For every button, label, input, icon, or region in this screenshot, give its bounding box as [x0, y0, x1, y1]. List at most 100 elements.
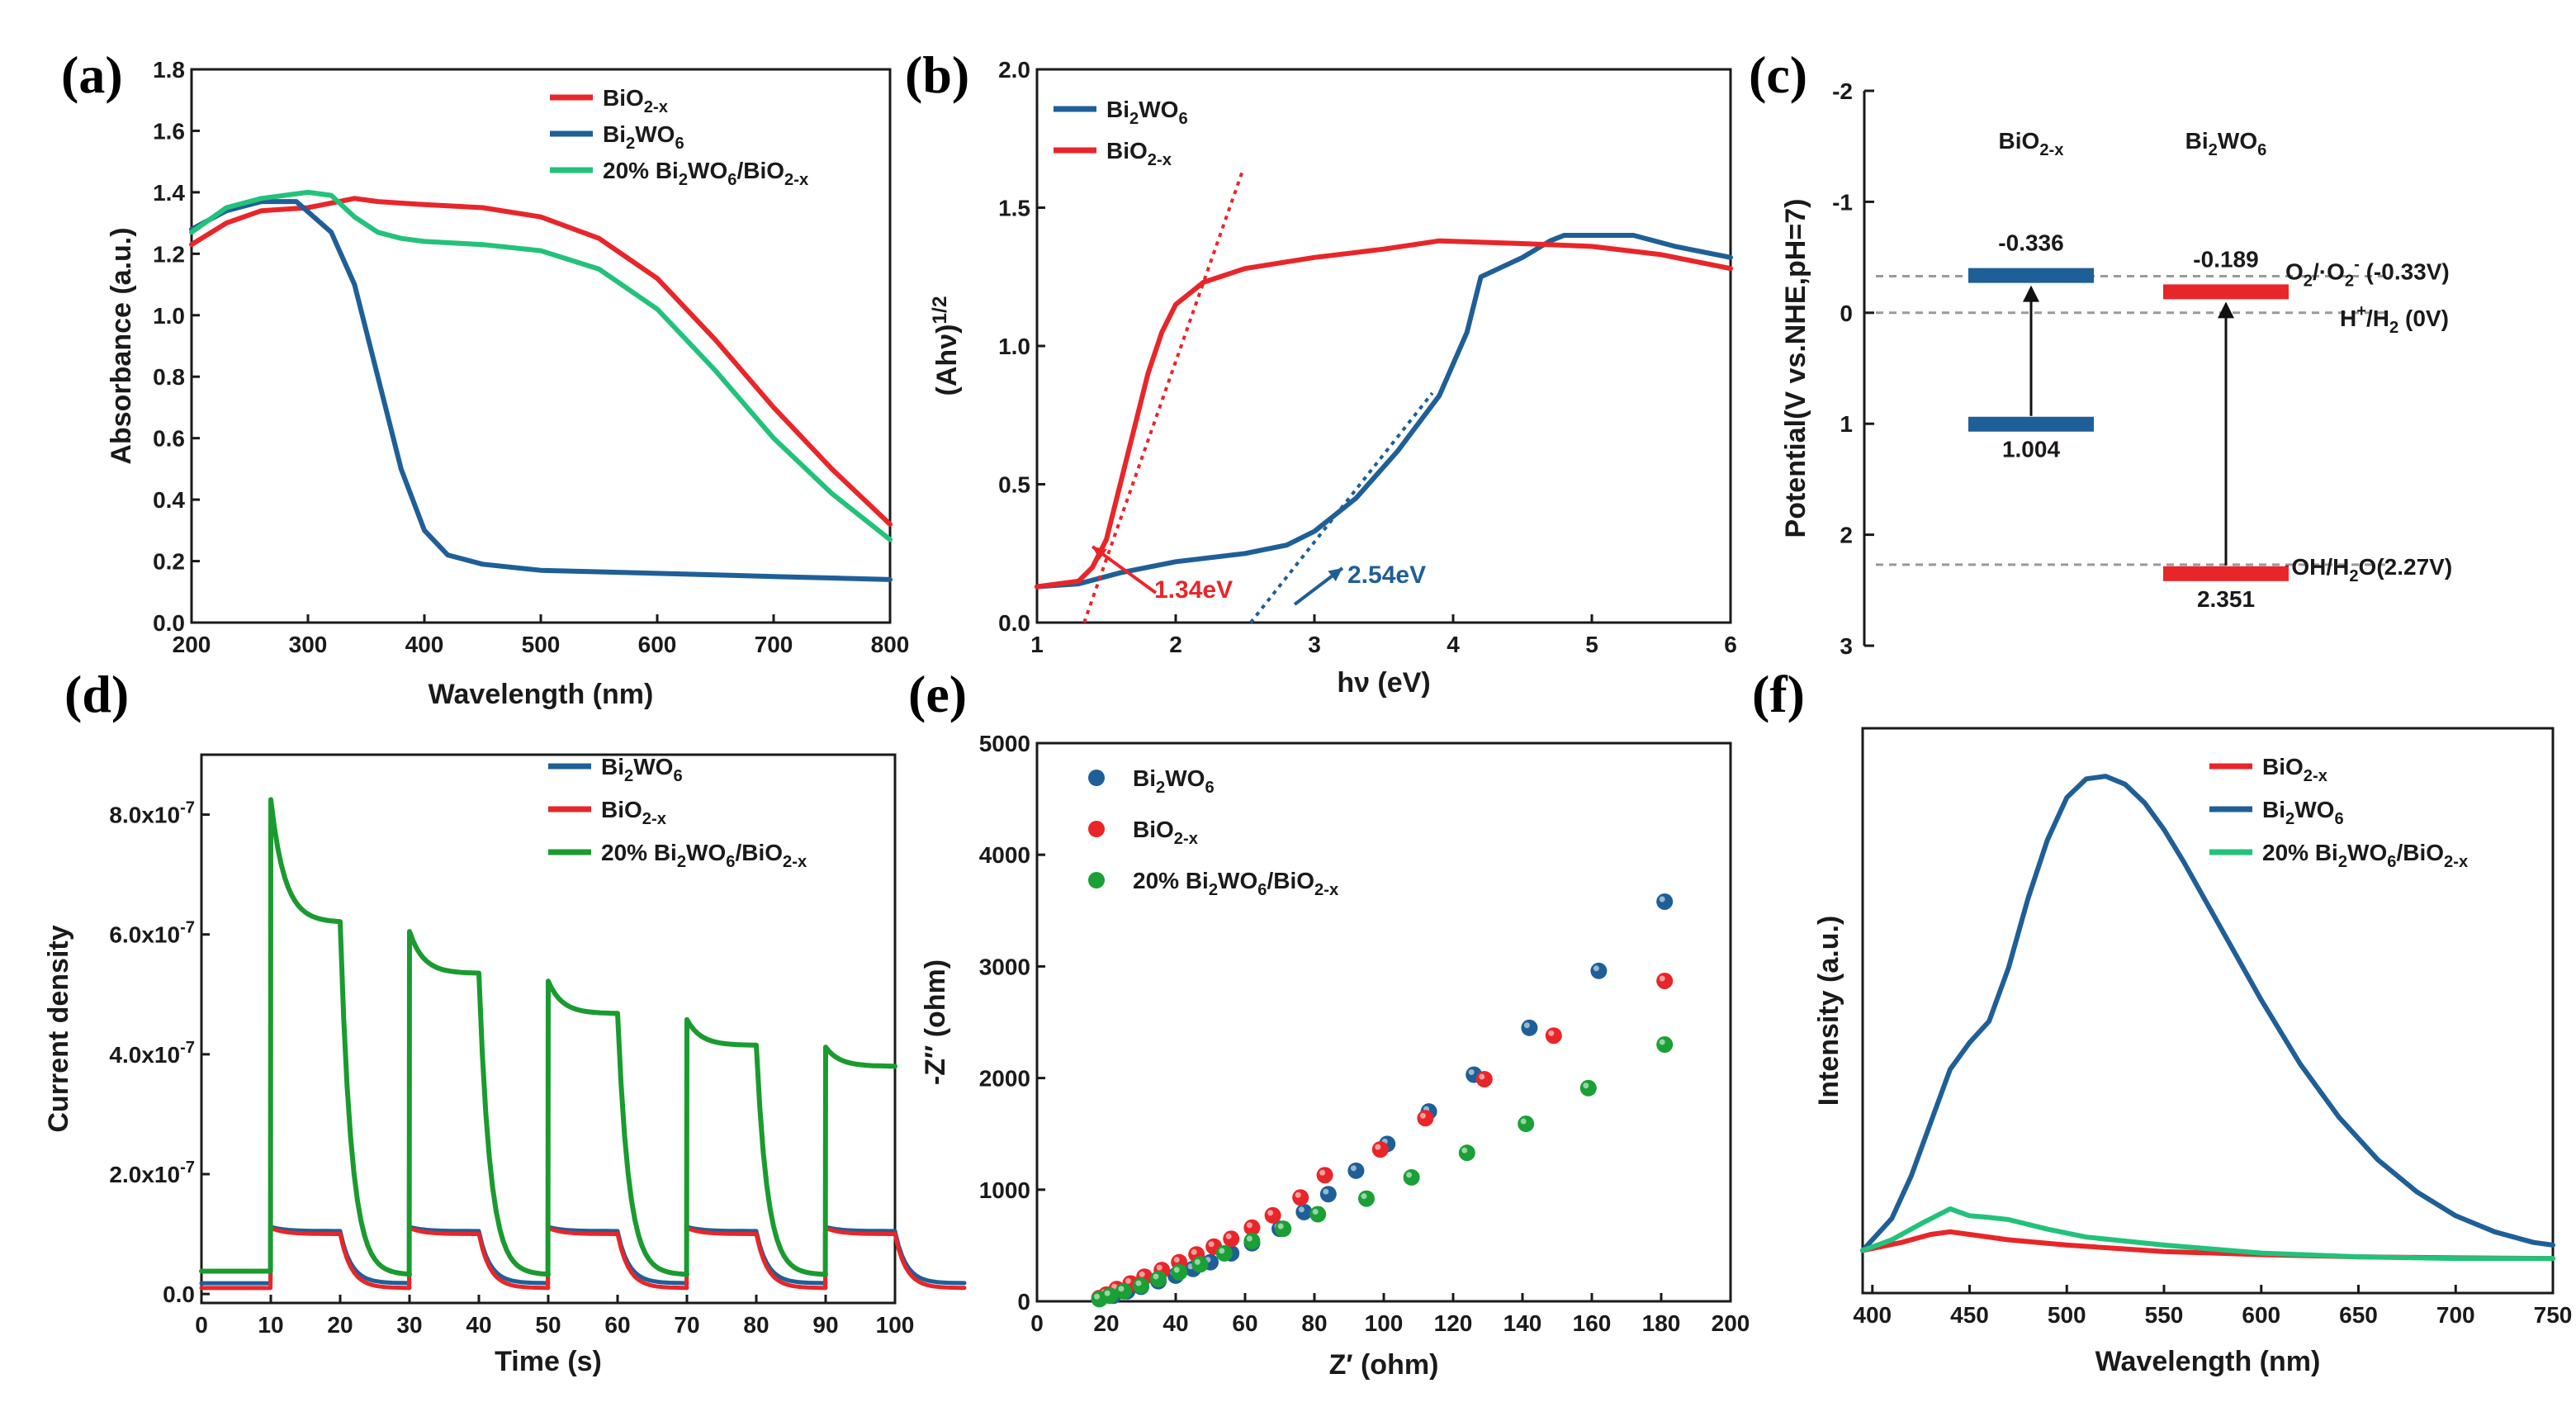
data-point-20% Bi2WO6/BiO2-x [1191, 1256, 1209, 1273]
y-axis-label-b: (Ahν)1/2 [929, 296, 963, 396]
y-tick-label-d: 2.0x10-7 [109, 1158, 195, 1187]
data-point-highlight [1520, 1118, 1527, 1125]
y-tick-label-a: 1.2 [153, 241, 185, 267]
annotation-bandgap-bio2x: 1.34eV [1154, 576, 1233, 604]
legend-label-d: BiO2-x [601, 797, 667, 828]
y-tick-label-c: 3 [1840, 633, 1853, 659]
data-point-highlight [1173, 1267, 1180, 1273]
cb-value-label: -0.336 [1998, 230, 2063, 256]
x-tick-label-f: 500 [2048, 1302, 2086, 1328]
x-tick-label-d: 50 [535, 1312, 561, 1338]
y-tick-label-e: 1000 [979, 1177, 1030, 1203]
data-point-Bi2WO6 [1347, 1162, 1365, 1179]
y-tick-label-a: 0.6 [153, 426, 185, 452]
data-point-highlight [1361, 1193, 1367, 1200]
y-tick-label-c: 2 [1840, 523, 1853, 548]
panel-label-a: (a) [61, 45, 123, 104]
x-tick-label-f: 700 [2436, 1302, 2475, 1328]
data-point-20% Bi2WO6/BiO2-x [1309, 1206, 1327, 1223]
y-axis-label-e: -Z″ (ohm) [920, 959, 951, 1085]
x-tick-label-a: 800 [871, 632, 910, 657]
panel-b: 1 2 3 4 5 6 0.0 0.5 1.0 1.5 2.0 1.34eV 2.54eV Bi2WO6 B… [905, 45, 1737, 699]
panel-c: -2 -1 0 1 2 3 O2/·O2- (-0.33V) H+/H2 (0V) ·OH/H2… [1749, 45, 2452, 659]
data-point-20% Bi2WO6/BiO2-x [1275, 1220, 1292, 1238]
x-tick-label-e: 200 [1712, 1310, 1750, 1336]
data-point-highlight [1191, 1248, 1197, 1255]
series-line-20% Bi2WO6/BiO2-x [199, 797, 897, 1277]
data-point-BiO2-x [1475, 1070, 1493, 1087]
data-point-highlight [1319, 1169, 1326, 1176]
legend-label-f: 20% Bi2WO6/BiO2-x [2262, 840, 2469, 871]
y-tick-label-e: 0 [1017, 1289, 1030, 1315]
data-point-Bi2WO6 [1319, 1186, 1337, 1203]
y-tick-label-a: 0.8 [153, 364, 185, 390]
x-tick-label-d: 20 [327, 1312, 353, 1338]
series-line-BiO2-x [199, 1225, 967, 1291]
x-axis-label-e: Z′ (ohm) [1329, 1349, 1439, 1381]
data-point-20% Bi2WO6/BiO2-x [1518, 1116, 1535, 1133]
legend-marker-e [1088, 872, 1105, 888]
panel-a: 200 300 400 500 600 700 800 0.0 0.2 0.4 0.6 0.8 1.0 1… [61, 45, 909, 710]
data-point-highlight [1125, 1277, 1131, 1284]
data-point-highlight [1350, 1165, 1357, 1172]
x-tick-label-b: 6 [1724, 632, 1737, 657]
conduction-band-bar [2163, 284, 2289, 300]
x-axis-label-f: Wavelength (nm) [2095, 1346, 2321, 1377]
y-tick-label-d: 0.0 [163, 1281, 195, 1307]
data-point-highlight [1277, 1223, 1284, 1229]
y-tick-label-b: 0.5 [998, 472, 1030, 498]
data-point-highlight [1139, 1271, 1145, 1277]
y-tick-label-a: 1.0 [153, 303, 185, 329]
x-tick-label-a: 300 [289, 632, 328, 657]
x-tick-label-f: 400 [1853, 1302, 1892, 1328]
vb-value-label: 2.351 [2197, 586, 2255, 612]
x-tick-label-d: 70 [674, 1312, 699, 1338]
y-tick-label-c: -2 [1832, 78, 1853, 104]
y-tick-label-e: 5000 [979, 731, 1030, 756]
tangent-line [1249, 391, 1434, 624]
data-point-highlight [1548, 1030, 1555, 1036]
data-point-20% Bi2WO6/BiO2-x [1243, 1232, 1261, 1249]
y-tick-label-d: 6.0x10-7 [109, 919, 195, 948]
legend-label-a: BiO2-x [603, 85, 669, 116]
y-tick-label-c: 1 [1840, 411, 1853, 437]
panel-f: 400 450 500 550 600 650 700 750 BiO2-x Bi2WO6 20% … [1752, 665, 2572, 1377]
arrowhead [2023, 285, 2039, 302]
series-line-Bi2WO6 [189, 199, 893, 582]
arrowhead [2218, 301, 2234, 319]
data-point-20% Bi2WO6/BiO2-x [1215, 1244, 1233, 1262]
data-point-highlight [1406, 1172, 1413, 1178]
y-tick-label-b: 1.0 [998, 334, 1030, 359]
data-point-highlight [1298, 1206, 1305, 1213]
data-point-highlight [1583, 1082, 1589, 1089]
data-point-highlight [1219, 1248, 1225, 1254]
series-line-Bi2WO6 [1860, 774, 2555, 1253]
x-tick-label-d: 90 [812, 1312, 838, 1338]
x-tick-label-e: 80 [1301, 1310, 1327, 1336]
data-point-Bi2WO6 [1590, 962, 1608, 979]
x-tick-label-d: 0 [195, 1312, 208, 1338]
data-point-highlight [1246, 1222, 1252, 1229]
conduction-band-bar [1968, 268, 2094, 283]
plot-frame-a [190, 68, 892, 624]
data-point-BiO2-x [1292, 1189, 1309, 1206]
data-point-highlight [1153, 1273, 1159, 1280]
reference-label-superoxide: O2/·O2- (-0.33V) [2285, 255, 2450, 290]
data-point-Bi2WO6 [1295, 1203, 1313, 1220]
data-point-BiO2-x [1417, 1110, 1434, 1127]
arrowhead [1092, 547, 1107, 560]
legend-label-f: Bi2WO6 [2262, 797, 2344, 828]
x-tick-label-b: 1 [1030, 632, 1044, 657]
data-point-highlight [1659, 896, 1665, 902]
x-tick-label-a: 400 [405, 632, 444, 657]
x-tick-label-b: 2 [1169, 632, 1182, 657]
reference-label-hydroxyl: ·OH/H2O(2.27V) [2284, 554, 2452, 585]
data-point-highlight [1156, 1264, 1163, 1271]
x-tick-label-e: 100 [1365, 1310, 1404, 1336]
series-line-Bi2WO6 [199, 1225, 967, 1286]
legend-label-a: 20% Bi2WO6/BiO2-x [603, 158, 809, 189]
y-tick-label-a: 0.4 [153, 487, 185, 513]
y-tick-label-a: 1.8 [153, 57, 185, 83]
x-axis-label-d: Time (s) [495, 1346, 602, 1377]
data-point-20% Bi2WO6/BiO2-x [1656, 1036, 1674, 1054]
